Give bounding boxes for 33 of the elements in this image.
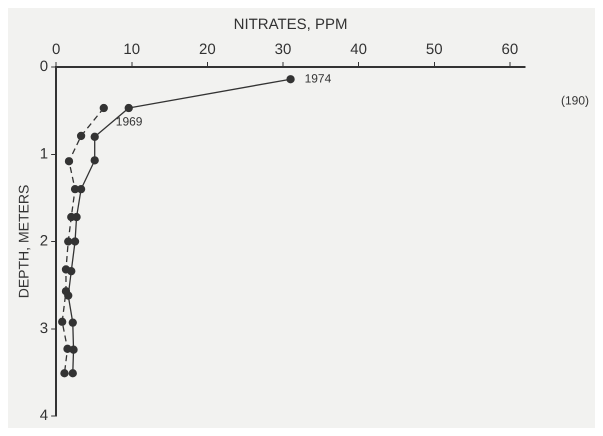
y-tick-label: 0 (40, 58, 48, 76)
y-tick-label: 3 (40, 320, 48, 337)
y-tick-label: 2 (40, 232, 48, 250)
y-tick-label: 4 (40, 407, 48, 424)
point (69, 346, 78, 354)
y-tick-label: 1 (40, 145, 48, 162)
series-label: 1969 (116, 114, 143, 128)
x-tick-label: 20 (199, 41, 216, 58)
point (100, 104, 108, 112)
x-axis-title: NITRATES, PPM (234, 16, 348, 34)
point (76, 132, 86, 140)
point (58, 318, 66, 326)
x-tick-label: 0 (52, 41, 60, 58)
point (68, 318, 77, 327)
point (286, 75, 295, 84)
x-tick-label: 40 (350, 41, 367, 58)
point (70, 237, 80, 246)
point (64, 237, 72, 246)
point (67, 267, 76, 276)
point (124, 104, 133, 112)
point (68, 369, 77, 378)
point (90, 132, 99, 141)
point (64, 157, 74, 166)
point (90, 156, 99, 165)
x-tick-label: 50 (426, 41, 443, 58)
y-axis-title: DEPTH, METERS (15, 184, 32, 298)
x-tick-label: 30 (274, 41, 292, 58)
x-tick-label: 60 (502, 41, 518, 58)
point (60, 369, 69, 378)
series-label: 1974 (304, 72, 332, 86)
point (64, 291, 72, 300)
x-tick-label: 10 (123, 41, 140, 58)
text: (190) (560, 93, 589, 108)
